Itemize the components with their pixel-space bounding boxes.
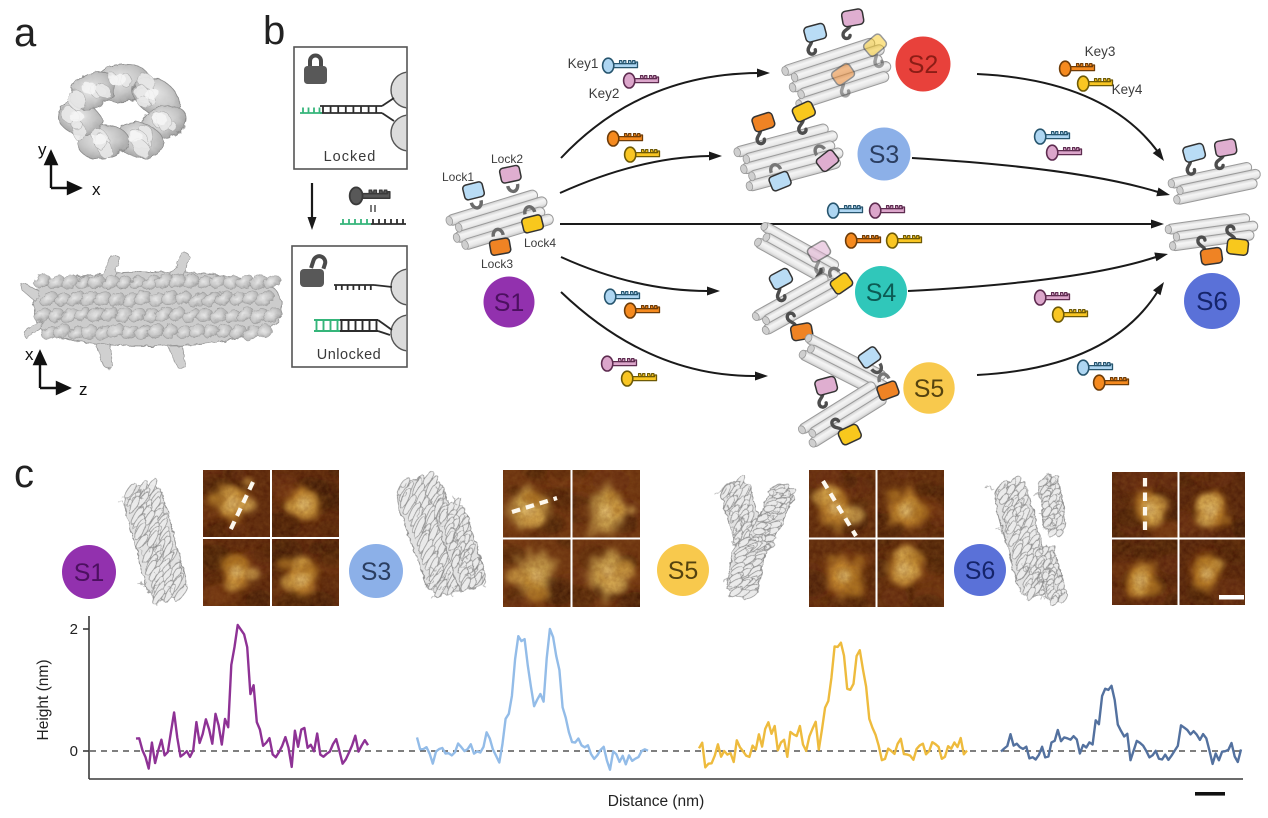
svg-text:0: 0 — [70, 743, 78, 760]
svg-text:Lock3: Lock3 — [481, 257, 513, 271]
svg-text:S1: S1 — [74, 559, 105, 587]
svg-text:y: y — [38, 140, 47, 159]
svg-text:b: b — [263, 9, 285, 53]
svg-text:S3: S3 — [869, 141, 900, 169]
svg-text:x: x — [92, 180, 101, 199]
svg-text:Lock2: Lock2 — [491, 152, 523, 166]
svg-text:S6: S6 — [1196, 286, 1228, 316]
svg-text:Distance (nm): Distance (nm) — [608, 793, 704, 810]
svg-text:S1: S1 — [494, 289, 525, 317]
svg-text:Lock1: Lock1 — [442, 170, 474, 184]
svg-text:2: 2 — [70, 621, 78, 638]
svg-text:z: z — [79, 380, 88, 399]
svg-text:a: a — [14, 11, 37, 55]
svg-text:Locked: Locked — [324, 149, 377, 165]
svg-text:Key1: Key1 — [568, 56, 599, 71]
svg-text:S5: S5 — [668, 557, 699, 585]
svg-text:S2: S2 — [908, 51, 939, 79]
svg-text:Key4: Key4 — [1112, 82, 1143, 97]
svg-text:Unlocked: Unlocked — [317, 347, 381, 363]
svg-text:Lock4: Lock4 — [524, 236, 556, 250]
svg-text:c: c — [14, 452, 34, 496]
svg-text:Key3: Key3 — [1085, 44, 1116, 59]
svg-text:Height (nm): Height (nm) — [35, 660, 52, 741]
svg-text:x: x — [25, 345, 34, 364]
svg-text:S3: S3 — [361, 558, 392, 586]
svg-text:Key2: Key2 — [589, 86, 620, 101]
svg-text:S4: S4 — [866, 279, 897, 307]
svg-text:S6: S6 — [965, 557, 996, 585]
svg-text:S5: S5 — [914, 375, 945, 403]
